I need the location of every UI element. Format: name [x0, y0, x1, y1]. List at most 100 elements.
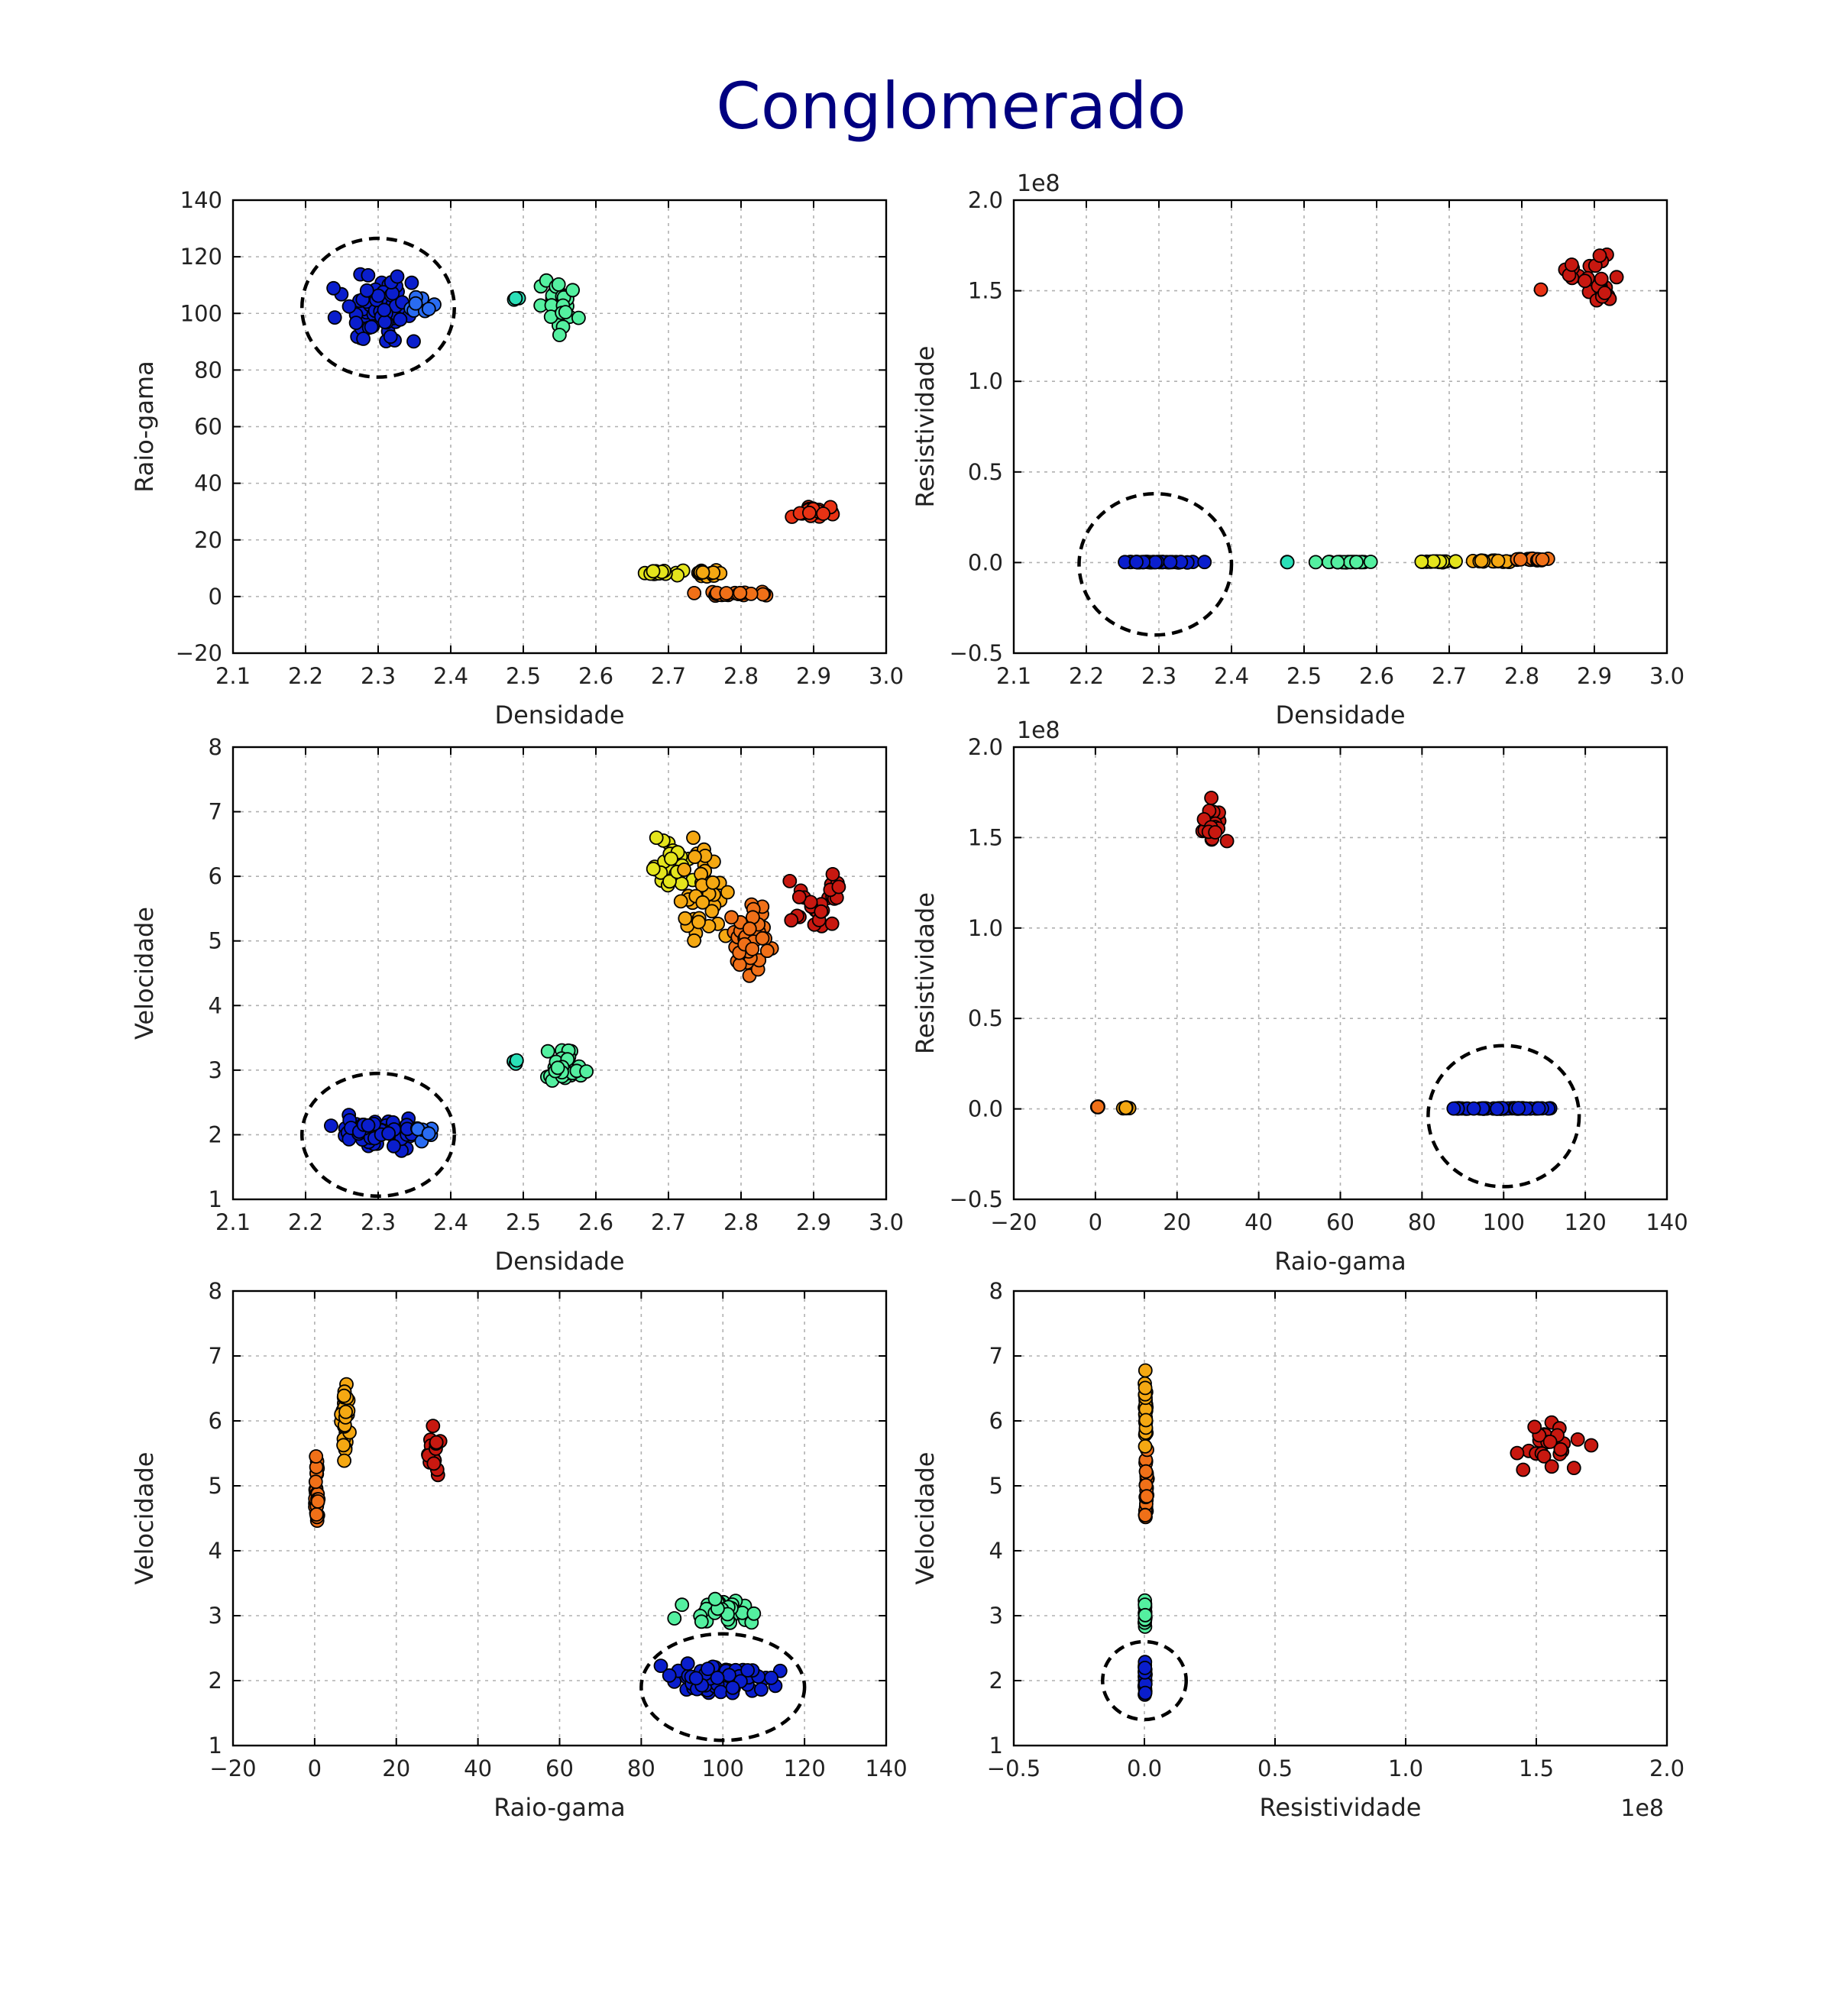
data-point	[359, 283, 374, 298]
data-point	[720, 885, 735, 900]
data-point	[714, 1684, 728, 1700]
data-point	[1308, 555, 1323, 570]
x-tick-label: 2.8	[1504, 663, 1539, 689]
data-point	[746, 1606, 762, 1621]
data-point	[1446, 1101, 1461, 1116]
y-tick-label: 20	[194, 527, 222, 553]
y-axis-label: Raio-gama	[130, 361, 159, 492]
x-tick-label: 2.8	[723, 1209, 759, 1235]
y-tick-label: 0	[209, 584, 222, 610]
y-axis-label: Resistividade	[911, 346, 940, 508]
y-tick-label: 5	[209, 1473, 222, 1499]
data-point	[1280, 555, 1295, 570]
y-tick-label: −20	[176, 640, 222, 666]
x-tick-label: 60	[1326, 1209, 1354, 1235]
x-tick-label: 2.1	[215, 663, 251, 689]
data-point	[701, 1662, 715, 1677]
x-tick-label: 20	[1163, 1209, 1191, 1235]
data-point	[678, 911, 693, 926]
data-point	[429, 1435, 444, 1450]
data-point	[390, 269, 405, 284]
data-point	[725, 1680, 740, 1695]
data-point	[653, 1658, 668, 1674]
axis-offset-label: 1e8	[1017, 717, 1060, 744]
data-point	[825, 867, 840, 882]
x-tick-label: 2.3	[361, 663, 396, 689]
data-point	[1138, 1685, 1153, 1700]
x-tick-label: 2.3	[1141, 663, 1176, 689]
data-point	[1578, 273, 1592, 289]
data-point	[309, 1449, 324, 1464]
y-tick-label: 1	[209, 1733, 222, 1759]
data-point	[1531, 1101, 1546, 1116]
data-point	[336, 1438, 351, 1453]
x-tick-label: 2.5	[506, 1209, 541, 1235]
x-axis-label: Densidade	[494, 1247, 624, 1276]
data-point	[1544, 1459, 1559, 1474]
data-point	[1349, 555, 1364, 570]
data-point	[704, 904, 720, 919]
x-tick-label: 80	[1408, 1209, 1436, 1235]
data-point	[1129, 555, 1144, 570]
data-point	[1208, 825, 1223, 840]
y-tick-label: 4	[989, 1538, 1003, 1564]
y-tick-label: 6	[989, 1408, 1003, 1434]
data-point	[356, 332, 371, 346]
highlight-circle	[1426, 1044, 1581, 1189]
data-point	[1490, 1102, 1505, 1116]
y-tick-label: 0.5	[968, 459, 1003, 485]
x-tick-label: 0	[308, 1755, 322, 1781]
data-point	[1594, 271, 1609, 286]
x-tick-label: 120	[1564, 1209, 1606, 1235]
data-point	[1474, 553, 1489, 568]
y-tick-label: 120	[180, 244, 222, 270]
y-tick-label: 0.5	[968, 1005, 1003, 1031]
data-point	[426, 1456, 442, 1471]
data-point	[1592, 248, 1607, 264]
data-point	[565, 283, 580, 298]
x-tick-label: 2.7	[1432, 663, 1467, 689]
y-tick-label: 8	[209, 1278, 222, 1304]
data-point	[341, 299, 357, 314]
data-point	[1138, 1660, 1153, 1675]
y-tick-label: 6	[209, 1408, 222, 1434]
data-point	[759, 943, 775, 959]
x-tick-label: 20	[382, 1755, 410, 1781]
x-tick-label: 2.5	[1286, 663, 1322, 689]
x-tick-label: 3.0	[869, 663, 904, 689]
data-point	[1564, 257, 1579, 272]
x-tick-label: 140	[1646, 1209, 1688, 1235]
data-point	[310, 1494, 325, 1509]
data-point	[579, 1064, 594, 1079]
data-point	[740, 1663, 755, 1678]
points-p4	[1089, 791, 1558, 1116]
x-tick-label: 100	[1483, 1209, 1525, 1235]
x-tick-label: 2.2	[1069, 663, 1104, 689]
points-p3	[323, 830, 846, 1158]
y-tick-label: 2	[209, 1121, 222, 1147]
data-point	[675, 1597, 690, 1613]
data-point	[1536, 1449, 1552, 1464]
data-point	[308, 1474, 323, 1490]
panel-p4: −20 0 20 40 60 80 100 120 140 −0.5 0.0 0.5 1.0 1.5 2.0…	[911, 717, 1688, 1276]
x-tick-label: 1.5	[1519, 1755, 1554, 1781]
axes-frame	[231, 746, 888, 1201]
points-p2	[1118, 247, 1624, 570]
data-point	[646, 862, 661, 876]
y-tick-label: 1.0	[968, 368, 1003, 394]
data-point	[791, 889, 807, 904]
data-point	[1138, 1508, 1153, 1522]
data-point	[1609, 270, 1624, 285]
axes-frame	[231, 199, 888, 655]
data-point	[784, 913, 799, 928]
data-point	[336, 1388, 351, 1403]
data-point	[1533, 282, 1549, 297]
data-point	[646, 564, 661, 579]
data-point	[1163, 555, 1178, 570]
data-point	[1090, 1099, 1105, 1115]
data-point	[686, 830, 701, 845]
x-tick-label: 2.6	[578, 663, 613, 689]
x-tick-label: 3.0	[1649, 663, 1685, 689]
y-tick-label: 7	[989, 1343, 1003, 1369]
data-point	[377, 315, 393, 329]
